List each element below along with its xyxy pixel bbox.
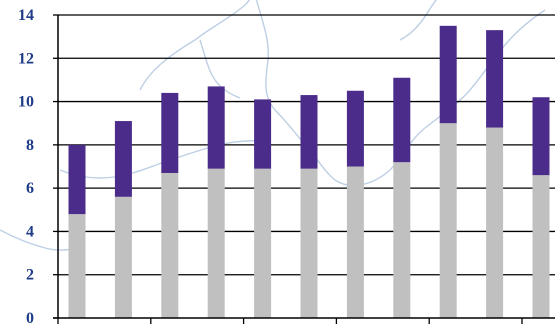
map-outline-path-6 bbox=[199, 39, 241, 99]
map-outline-path-5 bbox=[399, 0, 437, 41]
bar-1-segment-2 bbox=[68, 144, 86, 215]
y-tick-label: 0 bbox=[26, 310, 34, 327]
bar-7-segment-2 bbox=[346, 90, 364, 167]
bar-3-segment-2 bbox=[161, 92, 179, 173]
bars bbox=[68, 25, 550, 319]
bar-7-segment-1 bbox=[346, 166, 364, 318]
y-tick-label: 12 bbox=[18, 50, 34, 67]
bar-11-segment-2 bbox=[532, 97, 550, 176]
y-tick-label: 8 bbox=[26, 137, 34, 154]
axes bbox=[53, 14, 555, 324]
bar-6-segment-2 bbox=[300, 95, 318, 169]
bar-4-segment-2 bbox=[207, 86, 225, 169]
bar-10-segment-2 bbox=[486, 30, 504, 128]
y-tick-label: 2 bbox=[26, 267, 34, 284]
bar-4-segment-1 bbox=[207, 168, 225, 318]
bar-6-segment-1 bbox=[300, 168, 318, 318]
bar-11-segment-1 bbox=[532, 175, 550, 318]
y-tick-label: 10 bbox=[18, 94, 34, 111]
bar-2-segment-2 bbox=[114, 121, 132, 197]
bar-8-segment-2 bbox=[393, 77, 411, 163]
bar-2-segment-1 bbox=[114, 196, 132, 318]
bar-5-segment-1 bbox=[254, 168, 272, 318]
bar-9-segment-2 bbox=[439, 25, 457, 124]
y-tick-labels: 0 2 4 6 8 10 12 14 bbox=[18, 7, 34, 327]
y-tick-label: 4 bbox=[26, 223, 34, 240]
bar-8-segment-1 bbox=[393, 162, 411, 318]
bar-1-segment-1 bbox=[68, 214, 86, 318]
y-tick-label: 14 bbox=[18, 7, 34, 24]
y-tick-label: 6 bbox=[26, 180, 34, 197]
bar-9-segment-1 bbox=[439, 123, 457, 318]
bar-3-segment-1 bbox=[161, 172, 179, 318]
bar-10-segment-1 bbox=[486, 127, 504, 319]
map-outline-path-3 bbox=[59, 140, 261, 179]
bar-5-segment-2 bbox=[254, 99, 272, 169]
